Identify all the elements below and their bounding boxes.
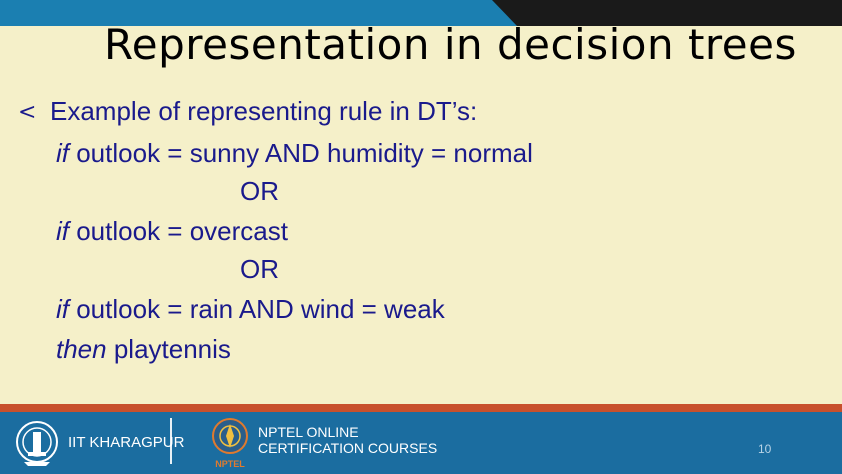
intro-text: Example of representing rule in DT’s: <box>50 96 478 126</box>
top-dark-band <box>492 0 842 26</box>
page-number: 10 <box>758 442 772 456</box>
rule-text: outlook = overcast <box>69 216 288 246</box>
rule-line: if outlook = sunny AND humidity = normal <box>56 138 533 169</box>
bullet-icon: < <box>18 100 37 125</box>
rule-line: if outlook = rain AND wind = weak <box>56 294 445 325</box>
iit-logo-icon <box>16 421 58 466</box>
nptel-line-2: CERTIFICATION COURSES <box>258 440 438 456</box>
rule-text: playtennis <box>106 334 231 364</box>
rule-keyword: if <box>56 138 69 168</box>
rule-keyword: if <box>56 216 69 246</box>
rule-keyword: if <box>56 294 69 324</box>
nptel-line-1: NPTEL ONLINE <box>258 424 359 440</box>
institute-name: IIT KHARAGPUR <box>68 434 185 451</box>
footer-divider <box>170 418 172 464</box>
rule-keyword: then <box>56 334 107 364</box>
nptel-logo-icon: NPTEL <box>212 418 248 469</box>
slide-title: Representation in decision trees <box>104 20 797 69</box>
rule-text: outlook = rain AND wind = weak <box>69 294 445 324</box>
rule-text: OR <box>240 254 279 284</box>
rule-text: outlook = sunny AND humidity = normal <box>69 138 533 168</box>
rule-line-or: OR <box>240 254 279 285</box>
nptel-course-label: NPTEL ONLINE CERTIFICATION COURSES <box>258 424 437 456</box>
rule-line-or: OR <box>240 176 279 207</box>
rule-line: then playtennis <box>56 334 231 365</box>
rule-line: if outlook = overcast <box>56 216 288 247</box>
footer-bar <box>0 412 842 474</box>
rule-text: OR <box>240 176 279 206</box>
nptel-badge-text: NPTEL <box>215 459 245 469</box>
footer-accent-line <box>0 404 842 412</box>
